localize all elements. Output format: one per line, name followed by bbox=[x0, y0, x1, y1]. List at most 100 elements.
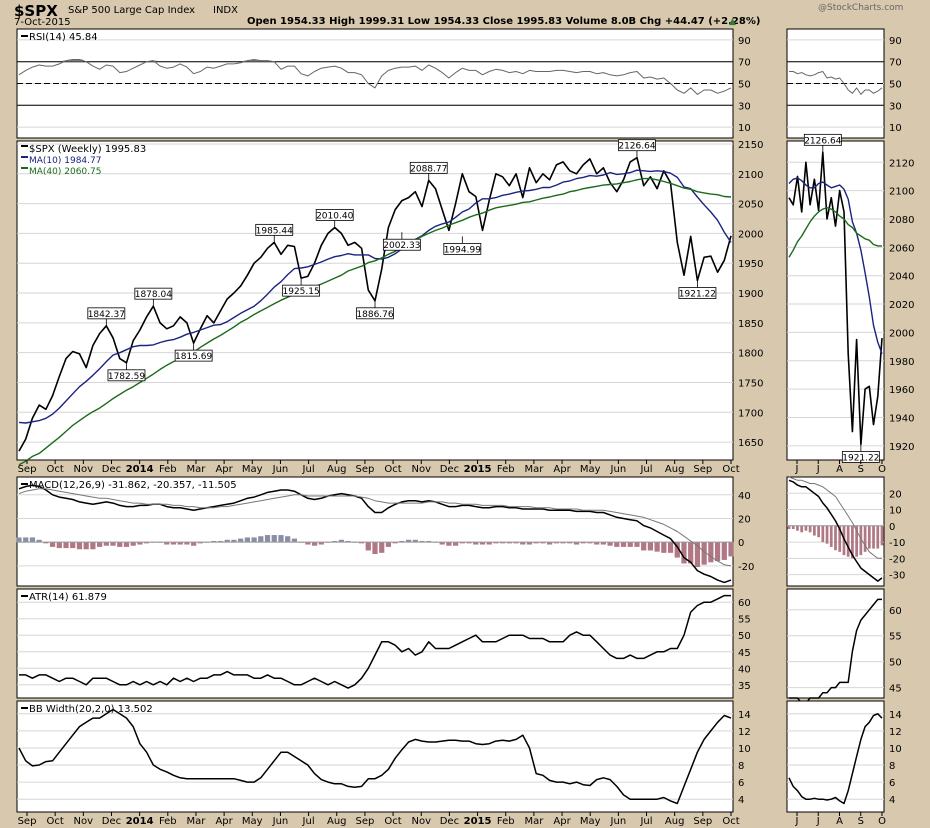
zoom-bbw-tick-label: 8 bbox=[889, 761, 895, 772]
rsi-tick-label: 90 bbox=[738, 36, 751, 47]
zoom-rsi-tick-label: 90 bbox=[889, 36, 902, 47]
macd-histogram-bar bbox=[392, 542, 398, 544]
main-legend-swatch bbox=[21, 145, 28, 147]
macd-histogram-bar bbox=[117, 542, 123, 547]
x-axis-bottom-label: Feb bbox=[497, 816, 515, 827]
main-tick-label: 2000 bbox=[738, 229, 763, 240]
zoom-main-tick-label: 2040 bbox=[889, 272, 914, 283]
macd-histogram-bar bbox=[405, 539, 412, 543]
macd-histogram-bar bbox=[63, 542, 69, 549]
x-axis-bottom-label: Sep bbox=[693, 816, 712, 827]
bbw-series-line-0 bbox=[18, 708, 732, 805]
zoom-macd-histogram-bar bbox=[846, 525, 850, 557]
macd-histogram-bar bbox=[23, 537, 29, 543]
zoom-x-axis-bottom-label: O bbox=[878, 816, 886, 827]
zoom-x-axis-mid-label: O bbox=[878, 464, 886, 475]
x-axis-bottom-label: Feb bbox=[159, 816, 177, 827]
index-name: S&P 500 Large Cap Index bbox=[68, 5, 196, 16]
zoom-atr-panel bbox=[786, 588, 885, 699]
x-axis-mid-label: Oct bbox=[722, 464, 739, 475]
macd-histogram-bar bbox=[379, 542, 385, 553]
zoom-bbw-panel bbox=[786, 700, 885, 813]
x-axis-mid-label: Dec bbox=[440, 464, 459, 475]
zoom-macd-histogram-bar bbox=[791, 525, 795, 530]
x-axis-bottom-label: Aug bbox=[665, 816, 685, 827]
main-callout-box bbox=[107, 369, 146, 382]
quote-line: Open 1954.33 High 1999.31 Low 1954.33 Cl… bbox=[247, 16, 761, 27]
zoom-x-axis-bottom-label: J bbox=[816, 816, 820, 827]
main-data-label: 1886.76 bbox=[356, 310, 393, 320]
macd-histogram-bar bbox=[634, 542, 640, 547]
zoom-macd-histogram-bar bbox=[876, 525, 880, 549]
main-data-label: 2002.33 bbox=[383, 241, 420, 251]
atr-tick-label: 35 bbox=[738, 681, 751, 692]
main-callout-box bbox=[87, 307, 126, 320]
main-callout-box bbox=[678, 287, 717, 299]
chart-date: 7-Oct-2015 bbox=[14, 17, 71, 28]
macd-histogram-bar bbox=[16, 537, 22, 543]
x-axis-mid-label: Aug bbox=[327, 464, 347, 475]
atr-series-line-0 bbox=[19, 594, 731, 689]
macd-histogram-bar bbox=[486, 542, 492, 545]
main-data-label: 2010.40 bbox=[316, 211, 353, 221]
atr-tick-label: 60 bbox=[738, 598, 751, 609]
zoom-macd-tick-label: -30 bbox=[889, 571, 905, 582]
zoom-main-data-label: 1921.22 bbox=[842, 453, 879, 463]
x-axis-mid-label: Mar bbox=[524, 464, 544, 475]
main-callout-box bbox=[356, 307, 394, 320]
main-series-line-2 bbox=[18, 177, 732, 466]
macd-histogram-bar bbox=[607, 542, 613, 546]
macd-histogram-bar bbox=[627, 542, 633, 547]
main-legend-swatch bbox=[21, 167, 28, 169]
rsi-tick-label: 10 bbox=[738, 123, 751, 134]
zoom-rsi-tick-label: 10 bbox=[889, 123, 902, 134]
bbw-tick-label: 4 bbox=[738, 795, 744, 806]
macd-histogram-bar bbox=[694, 542, 701, 568]
macd-histogram-bar bbox=[211, 540, 217, 543]
macd-histogram-bar bbox=[177, 542, 183, 545]
macd-histogram-bar bbox=[110, 542, 116, 546]
zoom-x-axis-mid-label: J bbox=[795, 464, 799, 475]
macd-histogram-bar bbox=[728, 542, 734, 557]
zoom-bbw-tick-label: 6 bbox=[889, 778, 895, 789]
zoom-main-tick-label: 1940 bbox=[889, 413, 914, 424]
zoom-macd-histogram-bar bbox=[817, 525, 820, 538]
macd-histogram-bar bbox=[506, 542, 512, 544]
x-axis-bottom-label: Oct bbox=[722, 816, 739, 827]
quote-direction-icon: ▲ bbox=[729, 17, 736, 27]
macd-histogram-bar bbox=[318, 542, 324, 545]
zoom-main-tick-label: 2100 bbox=[889, 187, 914, 198]
main-data-label: 1842.37 bbox=[88, 310, 125, 320]
rsi-overbought-fill bbox=[264, 60, 271, 62]
macd-tick-label: -20 bbox=[738, 562, 754, 573]
main-tick-label: 2050 bbox=[738, 200, 763, 211]
x-axis-mid-label: May bbox=[580, 464, 601, 475]
rsi-overbought-fill bbox=[257, 60, 265, 62]
macd-histogram-bar bbox=[29, 537, 36, 543]
zoom-x-axis-mid-label: J bbox=[816, 464, 820, 475]
zoom-macd-histogram-bar bbox=[808, 525, 812, 533]
x-axis-bottom-label: Dec bbox=[440, 816, 459, 827]
zoom-main-data-label: 2126.64 bbox=[804, 136, 841, 146]
macd-histogram-bar bbox=[338, 539, 345, 543]
atr-panel bbox=[16, 588, 734, 699]
macd-histogram-bar bbox=[473, 542, 479, 545]
main-data-label: 1994.99 bbox=[444, 245, 481, 255]
main-legend-swatch bbox=[21, 156, 28, 158]
rsi-series-line-0 bbox=[18, 59, 732, 95]
macd-histogram-bar bbox=[614, 542, 620, 547]
x-axis-mid-label: Sep bbox=[355, 464, 374, 475]
main-data-label: 2126.64 bbox=[618, 142, 655, 152]
macd-histogram-bar bbox=[439, 542, 445, 545]
macd-histogram-bar bbox=[493, 542, 499, 544]
x-axis-mid-label: Aug bbox=[665, 464, 685, 475]
zoom-atr-tick-label: 50 bbox=[889, 658, 902, 669]
x-axis-bottom-label: 2015 bbox=[464, 816, 492, 827]
zoom-main-tick-label: 2060 bbox=[889, 243, 914, 254]
macd-histogram-bar bbox=[412, 539, 418, 543]
x-axis-bottom-label: Jun bbox=[272, 816, 289, 827]
x-axis-bottom-label: Aug bbox=[327, 816, 347, 827]
macd-tick-label: 20 bbox=[738, 514, 751, 525]
rsi-title: RSI(14) 45.84 bbox=[29, 32, 98, 43]
zoom-rsi-tick-label: 70 bbox=[889, 58, 902, 69]
